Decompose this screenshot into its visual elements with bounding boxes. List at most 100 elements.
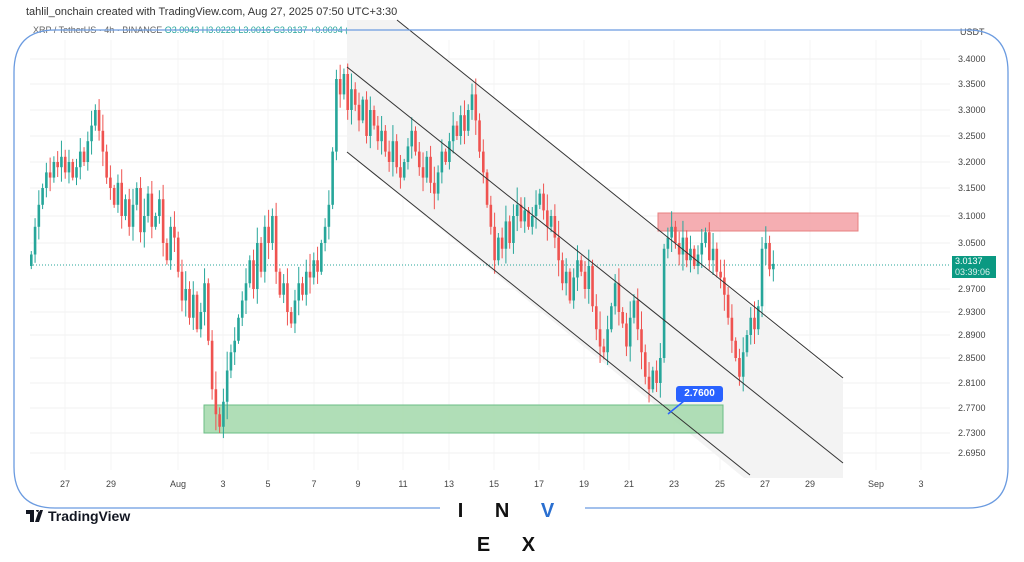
candle-body [711, 248, 715, 261]
candle-body [414, 130, 417, 152]
candle-body [256, 243, 259, 289]
candle-body [184, 289, 188, 301]
candle [45, 162, 48, 198]
candle [395, 134, 398, 174]
candle-body [225, 370, 229, 402]
candle [278, 268, 282, 298]
resistance-zone [657, 212, 859, 232]
candle-body [764, 243, 768, 249]
candle-body [78, 151, 82, 168]
candle-body [572, 277, 575, 301]
price-tick: 2.8900 [958, 330, 986, 340]
time-tick: 3 [918, 479, 923, 489]
candle-body [410, 130, 414, 147]
candle-body [568, 271, 572, 301]
candle [127, 188, 131, 236]
candle-body [244, 283, 248, 301]
candle [591, 259, 594, 312]
time-axis: 27 29 Aug 3 5 7 9 11 13 15 17 19 21 23 25 27 29 Sep 3 [60, 479, 924, 489]
time-tick: Aug [170, 479, 186, 489]
candle-body [459, 115, 462, 136]
annotation-pointer [667, 400, 685, 415]
candle-body [504, 221, 508, 249]
candle-body [97, 110, 101, 131]
candle-body [94, 110, 97, 126]
candles [30, 63, 775, 439]
candle [696, 245, 700, 275]
candle-body [613, 283, 617, 307]
candle [489, 195, 493, 235]
candle [244, 268, 248, 314]
candle-body [45, 172, 48, 188]
candle-body [557, 237, 560, 261]
candle-body [139, 188, 142, 233]
candle-body [158, 199, 161, 216]
candle [459, 105, 462, 145]
candle [350, 73, 353, 125]
price-annotation-label[interactable]: 2.7600 [676, 386, 723, 402]
candle [557, 220, 560, 277]
candle [527, 207, 530, 230]
candle-body [500, 237, 504, 249]
candle-body [647, 376, 651, 390]
candle [101, 114, 105, 167]
candle-body [463, 115, 466, 131]
candle-body [768, 243, 771, 270]
candle [210, 330, 214, 400]
candle [617, 268, 621, 326]
candle [692, 245, 696, 270]
tradingview-logo[interactable]: TradingView [26, 508, 130, 524]
candle-body [692, 248, 696, 266]
candle-body [670, 226, 673, 238]
candle-body [263, 226, 267, 272]
candle-body [218, 414, 221, 427]
candle-body [553, 216, 557, 238]
candle [252, 249, 255, 299]
candle [399, 154, 402, 189]
candle [530, 207, 534, 235]
candle-body [561, 260, 564, 284]
candle-body [610, 306, 613, 330]
candle [259, 237, 263, 278]
candle-body [105, 151, 108, 178]
candle-body [636, 300, 640, 330]
candle-body [738, 358, 741, 377]
price-tick: 3.0500 [958, 238, 986, 248]
candle [564, 258, 568, 296]
candle [78, 138, 82, 180]
price-axis: 3.4000 3.3500 3.3000 3.2500 3.2000 3.1500 3.10… [958, 54, 986, 458]
candle [180, 259, 184, 312]
candle-body [591, 266, 594, 307]
candle [365, 91, 368, 144]
candle [94, 104, 97, 131]
candle-body [143, 216, 146, 233]
candle [71, 158, 75, 181]
candle [60, 140, 63, 182]
candle [346, 63, 349, 120]
candle [659, 343, 662, 398]
candle [271, 208, 274, 250]
candle [320, 239, 323, 275]
invex-watermark: I N V E X [440, 494, 585, 556]
candle-body [530, 216, 534, 227]
candle [632, 294, 636, 324]
candle-body [37, 204, 41, 227]
candle [670, 211, 673, 252]
candle-body [523, 210, 527, 222]
candle-body [391, 141, 395, 162]
candle-body [350, 89, 353, 110]
candle [316, 246, 319, 284]
candle-body [63, 156, 67, 173]
candle-body [353, 89, 357, 105]
candle-body [651, 370, 655, 390]
candle-body [304, 271, 308, 295]
candle-body [538, 193, 542, 205]
candle [417, 141, 421, 176]
price-chart[interactable]: 3.4000 3.3500 3.3000 3.2500 3.2000 3.1500 3.10… [0, 0, 1024, 538]
candle-body [248, 260, 252, 284]
candle [169, 216, 172, 270]
candle-body [583, 271, 587, 289]
candle [708, 222, 711, 270]
candle [425, 151, 429, 183]
candle [628, 301, 632, 362]
